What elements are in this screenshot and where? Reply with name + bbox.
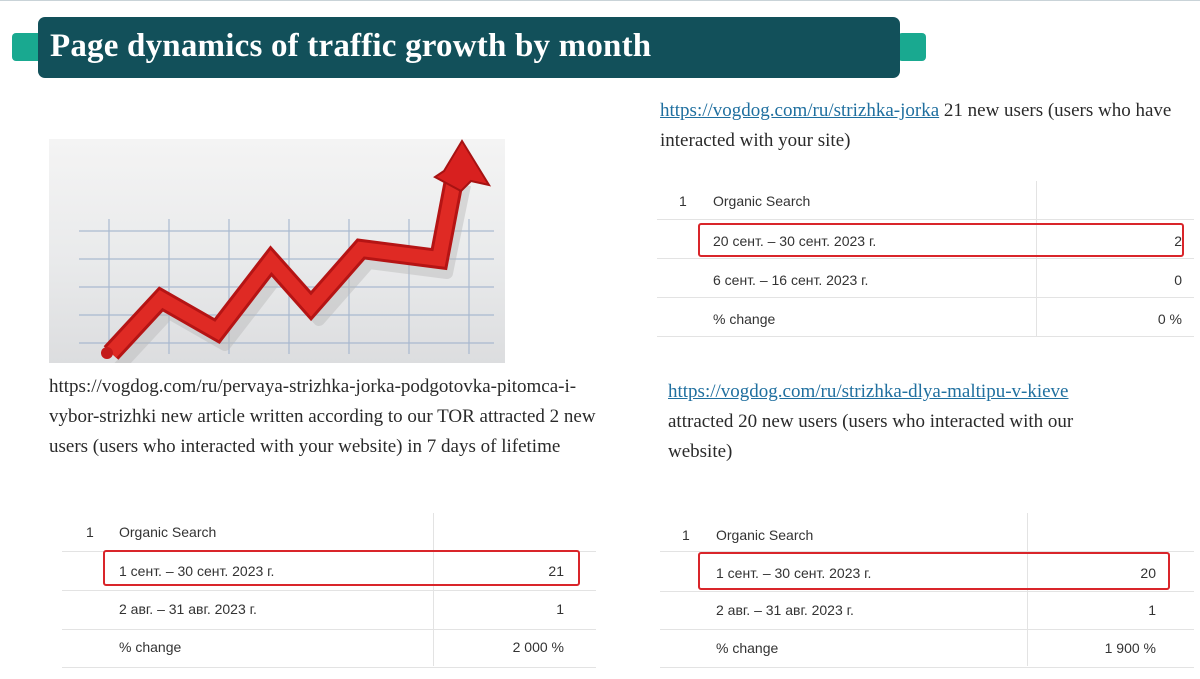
channel-label: Organic Search — [119, 524, 217, 540]
table-row-current — [657, 220, 1194, 259]
table-row-change — [62, 629, 596, 668]
previous-period-value: 1 — [556, 601, 564, 617]
table-row-current — [62, 552, 596, 591]
table-row-current — [660, 553, 1194, 592]
change-value: 1 900 % — [1104, 640, 1156, 656]
growth-arrow-chart-image — [49, 139, 505, 363]
change-label: % change — [713, 311, 776, 327]
previous-period-label: 2 авг. – 31 авг. 2023 г. — [119, 601, 257, 617]
article-3-description: https://vogdog.com/ru/strizhka-dlya-malt… — [668, 377, 1138, 467]
change-value: 0 % — [1157, 311, 1182, 327]
previous-period-value: 1 — [1148, 602, 1156, 618]
current-period-value: 20 — [1140, 565, 1156, 581]
row-number: 1 — [682, 527, 690, 543]
row-number: 1 — [86, 524, 94, 540]
top-divider — [0, 0, 1200, 1]
current-period-label: 1 сент. – 30 сент. 2023 г. — [119, 563, 275, 579]
channel-label: Organic Search — [716, 527, 814, 543]
highlight-box — [698, 552, 1170, 590]
banner-accent-right — [898, 33, 926, 61]
current-period-value: 2 — [1174, 233, 1182, 249]
table-row-channel — [657, 181, 1194, 220]
article-2-text: 21 new users (users who have interacted … — [660, 100, 1172, 151]
article-3-link[interactable]: https://vogdog.com/ru/strizhka-dlya-malt… — [668, 381, 1069, 402]
article-3-text: attracted 20 new users (users who intera… — [668, 411, 1074, 462]
previous-period-value: 0 — [1174, 272, 1182, 288]
analytics-table-2: 1 Organic Search 20 сент. – 30 сент. 202… — [657, 181, 1194, 339]
change-value: 2 000 % — [512, 639, 564, 655]
table-row-change — [660, 629, 1194, 668]
current-period-label: 20 сент. – 30 сент. 2023 г. — [713, 233, 877, 249]
page-title: Page dynamics of traffic growth by month — [50, 28, 652, 64]
table-row-previous — [657, 259, 1194, 298]
article-2-link[interactable]: https://vogdog.com/ru/strizhka-jorka — [660, 100, 940, 121]
table-row-change — [657, 298, 1194, 337]
change-label: % change — [716, 640, 779, 656]
change-label: % change — [119, 639, 182, 655]
highlight-box — [103, 550, 580, 586]
article-1-description: https://vogdog.com/ru/pervaya-strizhka-j… — [49, 372, 614, 462]
highlight-box — [698, 223, 1184, 257]
current-period-value: 21 — [548, 563, 564, 579]
previous-period-label: 6 сент. – 16 сент. 2023 г. — [713, 272, 869, 288]
title-banner: Page dynamics of traffic growth by month — [38, 17, 900, 78]
row-number: 1 — [679, 193, 687, 209]
article-1-link[interactable]: https://vogdog.com/ru/pervaya-strizhka-j… — [49, 376, 577, 427]
table-row-previous — [660, 591, 1194, 630]
analytics-table-1: 1 Organic Search 1 сент. – 30 сент. 2023… — [62, 513, 596, 668]
current-period-label: 1 сент. – 30 сент. 2023 г. — [716, 565, 872, 581]
analytics-table-3: 1 Organic Search 1 сент. – 30 сент. 2023… — [660, 513, 1194, 668]
banner-accent-left — [12, 33, 42, 61]
previous-period-label: 2 авг. – 31 авг. 2023 г. — [716, 602, 854, 618]
article-2-description: https://vogdog.com/ru/strizhka-jorka 21 … — [660, 96, 1190, 156]
article-1-text: new article written according to our TOR… — [49, 406, 596, 457]
table-row-channel — [660, 513, 1194, 552]
table-row-previous — [62, 591, 596, 630]
channel-label: Organic Search — [713, 193, 811, 209]
